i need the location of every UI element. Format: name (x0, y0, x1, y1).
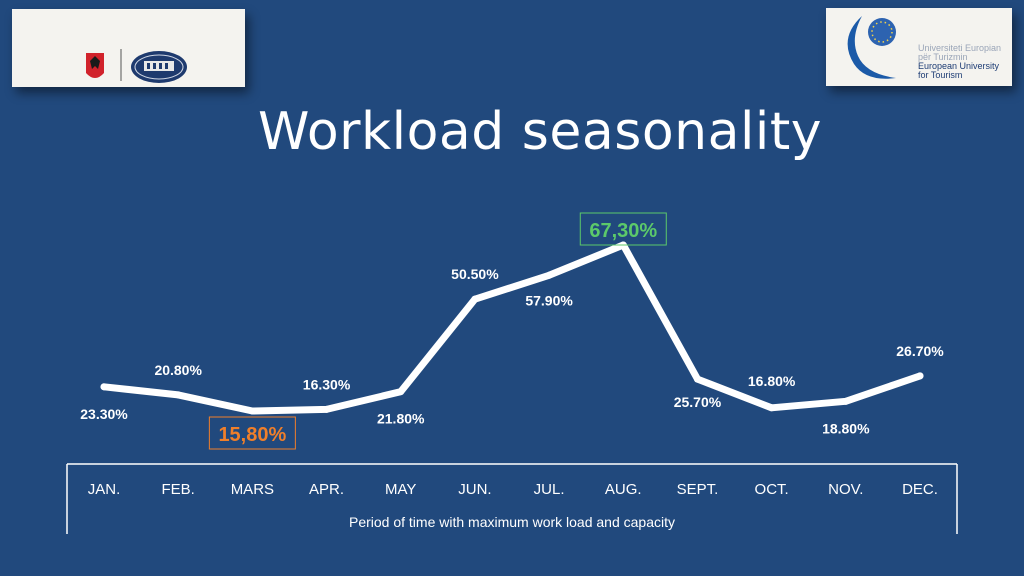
data-point-2 (248, 407, 256, 415)
max-label-box (579, 212, 667, 246)
data-point-11 (916, 372, 924, 380)
data-point-0 (100, 383, 108, 391)
x-tick-label-6: JUL. (534, 481, 565, 498)
logo-left (12, 9, 245, 87)
x-tick-label-11: DEC. (902, 481, 938, 498)
x-tick-label-2: MARS (231, 481, 274, 498)
data-label-10: 18.80% (822, 420, 870, 436)
university-name-line3: European University (918, 61, 1000, 71)
data-label-11: 26.70% (896, 343, 944, 359)
min-label-box (208, 416, 296, 450)
data-point-10 (842, 397, 850, 405)
min-data-label: 15,80% (218, 424, 286, 446)
data-label-9: 16.80% (748, 373, 796, 389)
university-name-line4: for Tourism (918, 70, 963, 80)
x-tick-label-5: JUN. (458, 481, 491, 498)
data-label-1: 20.80% (154, 362, 202, 378)
data-label-8: 25.70% (674, 394, 722, 410)
albania-government-logo (86, 49, 187, 83)
european-university-tourism-logo (847, 16, 896, 79)
chart-caption: Period of time with maximum work load an… (348, 514, 676, 530)
university-name: Universiteti Europian për Turizmin Europ… (918, 44, 1001, 80)
x-tick-label-9: OCT. (755, 481, 789, 498)
x-tick-label-10: NOV. (828, 481, 863, 498)
data-point-6 (545, 271, 553, 279)
data-label-3: 16.30% (303, 376, 351, 392)
data-label-6: 57.90% (525, 292, 573, 308)
data-point-8 (693, 375, 701, 383)
x-tick-label-7: AUG. (605, 481, 642, 498)
data-label-5: 50.50% (451, 266, 499, 282)
data-label-4: 21.80% (377, 411, 425, 427)
x-tick-label-8: SEPT. (677, 481, 719, 498)
x-tick-label-4: MAY (385, 481, 416, 498)
data-point-4 (397, 388, 405, 396)
data-point-9 (768, 404, 776, 412)
albanian-eagle-emblem (86, 53, 104, 78)
data-point-1 (174, 391, 182, 399)
x-tick-label-1: FEB. (162, 481, 195, 498)
x-tick-label-3: APR. (309, 481, 344, 498)
page-title: Workload seasonality (257, 102, 823, 162)
ministry-seal-icon (131, 51, 187, 83)
university-name-line1: Universiteti Europian (918, 43, 1002, 53)
data-point-3 (323, 405, 331, 413)
university-name-line2: për Turizmin (918, 52, 968, 62)
x-tick-label-0: JAN. (88, 481, 121, 498)
axis-box (66, 463, 958, 534)
series-line (100, 241, 924, 415)
max-data-label: 67,30% (589, 220, 657, 242)
logo-right: Universiteti Europian për Turizmin Europ… (826, 8, 1012, 86)
data-point-5 (471, 295, 479, 303)
data-label-0: 23.30% (80, 406, 128, 422)
logo-swoosh (847, 16, 896, 79)
